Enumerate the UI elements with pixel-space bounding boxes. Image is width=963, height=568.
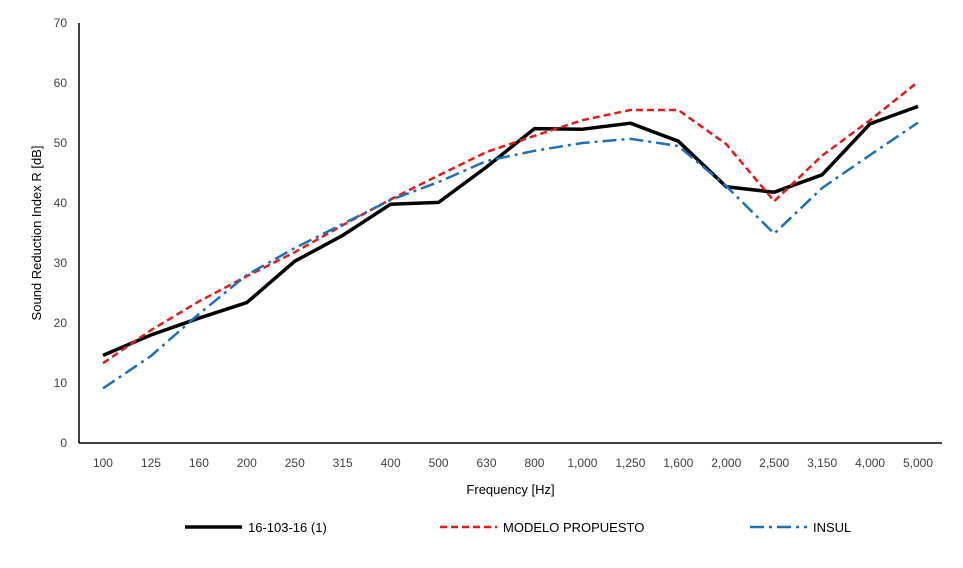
series-group — [102, 80, 919, 390]
y-tick-label: 50 — [54, 136, 68, 150]
x-tick-label: 2,500 — [759, 456, 789, 470]
series-line-1 — [102, 104, 919, 358]
x-tick-label: 500 — [429, 456, 449, 470]
x-tick-label: 5,000 — [903, 456, 933, 470]
legend-label-2: MODELO PROPUESTO — [503, 520, 644, 535]
x-tick-label: 4,000 — [855, 456, 885, 470]
y-axis-ticks: 0 10 20 30 40 50 60 70 — [54, 16, 68, 450]
legend: 16-103-16 (1) MODELO PROPUESTO INSUL — [185, 520, 851, 535]
y-axis-label: Sound Reduction Index R [dB] — [29, 146, 44, 321]
x-tick-label: 1,600 — [663, 456, 693, 470]
legend-label-3: INSUL — [813, 520, 851, 535]
x-tick-label: 125 — [141, 456, 161, 470]
y-tick-label: 60 — [54, 76, 68, 90]
series-line-3 — [102, 121, 919, 390]
legend-label-1: 16-103-16 (1) — [248, 520, 327, 535]
x-tick-label: 1,000 — [567, 456, 597, 470]
x-tick-label: 200 — [237, 456, 257, 470]
x-tick-label: 315 — [333, 456, 353, 470]
y-tick-label: 10 — [54, 376, 68, 390]
x-tick-label: 100 — [93, 456, 113, 470]
x-tick-label: 800 — [524, 456, 544, 470]
x-tick-label: 160 — [189, 456, 209, 470]
x-tick-label: 250 — [285, 456, 305, 470]
y-tick-label: 20 — [54, 316, 68, 330]
series-line-2 — [102, 80, 919, 365]
x-tick-label: 2,000 — [711, 456, 741, 470]
x-axis-ticks: 100 125 160 200 250 315 400 500 630 800 1,000 1,250… — [93, 456, 933, 470]
x-tick-label: 1,250 — [615, 456, 645, 470]
y-tick-label: 40 — [54, 196, 68, 210]
x-tick-label: 400 — [381, 456, 401, 470]
y-tick-label: 30 — [54, 256, 68, 270]
x-axis-label: Frequency [Hz] — [466, 482, 554, 497]
y-tick-label: 70 — [54, 16, 68, 30]
x-tick-label: 630 — [477, 456, 497, 470]
y-tick-label: 0 — [60, 436, 67, 450]
x-tick-label: 3,150 — [807, 456, 837, 470]
